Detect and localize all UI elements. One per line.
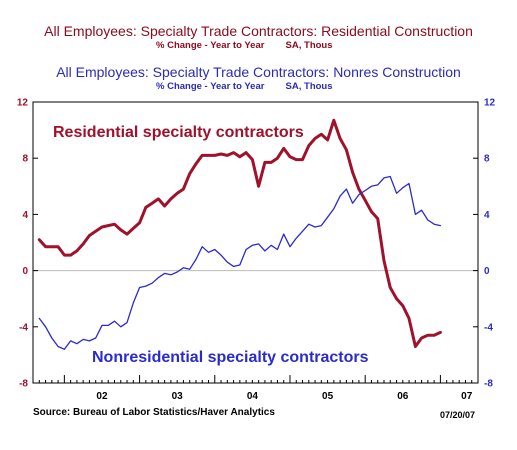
y-tick-label-left: 12 bbox=[17, 98, 29, 109]
x-tick-label: 03 bbox=[172, 391, 184, 402]
chart-title-nonresidential: All Employees: Specialty Trade Contracto… bbox=[56, 64, 461, 80]
y-tick-label-right: 8 bbox=[484, 154, 490, 165]
x-tick-label: 02 bbox=[96, 391, 108, 402]
y-tick-label-right: 4 bbox=[484, 210, 490, 221]
x-tick-label: 06 bbox=[397, 391, 409, 402]
series-line-residential bbox=[37, 118, 442, 348]
y-tick-label-left: 0 bbox=[22, 266, 28, 277]
y-tick-label-right: 12 bbox=[484, 98, 496, 109]
y-tick-label-right: -4 bbox=[484, 322, 493, 333]
chart-title-residential: All Employees: Specialty Trade Contracto… bbox=[44, 23, 473, 39]
plot-frame bbox=[32, 101, 479, 384]
chart-subtitle-residential: % Change - Year to Year SA, Thous bbox=[156, 40, 333, 51]
x-tick-label: 04 bbox=[247, 391, 259, 402]
chart-subtitle-nonresidential: % Change - Year to Year SA, Thous bbox=[156, 81, 333, 92]
x-tick-label: 07 bbox=[461, 391, 473, 402]
series-line-nonresidential bbox=[38, 175, 442, 350]
y-tick-label-right: -8 bbox=[484, 379, 493, 390]
x-tick-label: 05 bbox=[322, 391, 334, 402]
release-date: 07/20/07 bbox=[440, 410, 476, 420]
annotation-nonresidential: Nonresidential specialty contractors bbox=[92, 349, 369, 366]
annotation-residential: Residential specialty contractors bbox=[53, 124, 304, 141]
y-tick-label-left: -4 bbox=[19, 322, 28, 333]
y-tick-label-right: 0 bbox=[484, 266, 490, 277]
y-tick-label-left: 4 bbox=[22, 210, 28, 221]
y-tick-label-left: 8 bbox=[22, 154, 28, 165]
y-tick-label-left: -8 bbox=[19, 379, 28, 390]
source-note: Source: Bureau of Labor Statistics/Haver… bbox=[33, 407, 275, 418]
